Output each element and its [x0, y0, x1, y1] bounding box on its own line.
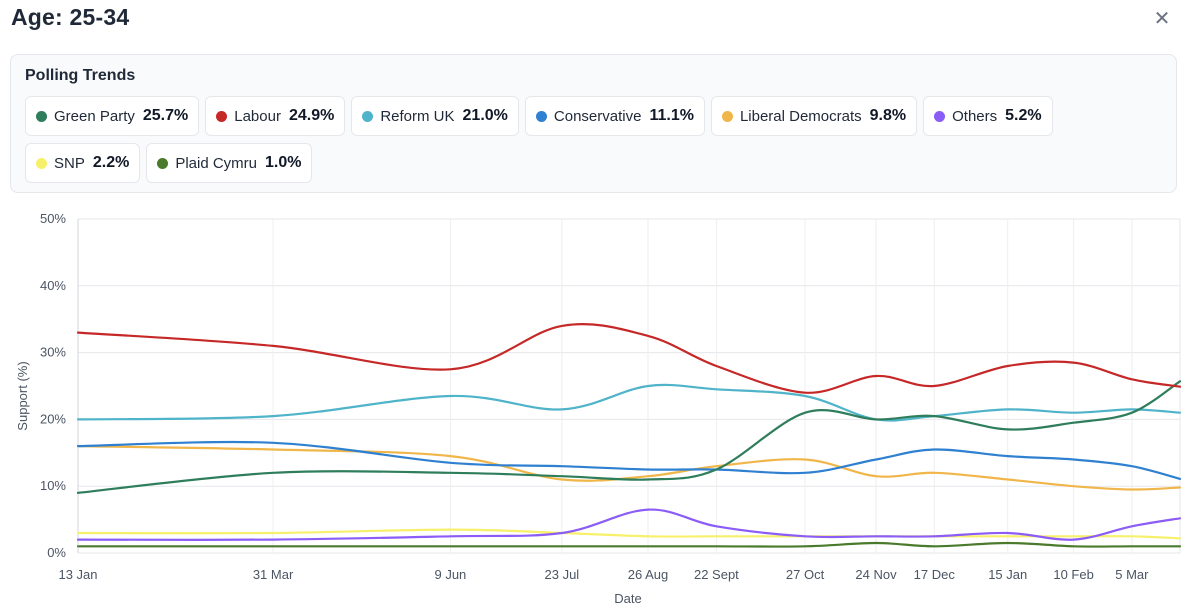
legend-chip-value: 1.0% [265, 154, 302, 171]
x-tick-label: 13 Jan [58, 567, 97, 582]
legend-chip-value: 5.2% [1005, 107, 1042, 124]
x-tick-label: 23 Jul [545, 567, 580, 582]
legend-chip-name: SNP [54, 154, 85, 172]
legend-chip-value: 9.8% [869, 107, 907, 124]
series-line-reform-uk [76, 383, 1182, 422]
legend-chip-value: 24.9% [288, 107, 335, 124]
legend-dot [362, 110, 374, 122]
legend-dot [157, 157, 169, 169]
panel-title: Polling Trends [25, 67, 136, 84]
page-title: Age: 25-34 [11, 4, 130, 30]
y-axis-title: Support (%) [15, 361, 30, 430]
y-tick-label: 30% [40, 345, 66, 360]
x-tick-label: 17 Dec [914, 567, 956, 582]
legend-dot [216, 110, 228, 122]
legend-chip[interactable]: Reform UK 21.0% [351, 96, 519, 136]
series-line-green-party [76, 380, 1182, 494]
legend-chip[interactable]: Conservative 11.1% [524, 96, 705, 136]
close-icon[interactable]: ✕ [1153, 7, 1171, 30]
legend-chip-name: Labour [234, 107, 281, 125]
legend-dot [535, 110, 547, 122]
x-tick-label: 22 Sept [694, 567, 739, 582]
legend-chip-name: Conservative [553, 107, 642, 125]
legend-chips: Green Party 25.7% Labour 24.9% Reform UK 21.0… [25, 96, 1145, 183]
x-tick-label: 5 Mar [1115, 567, 1149, 582]
legend-chip-name: Liberal Democrats [739, 107, 862, 125]
x-tick-label: 24 Nov [855, 567, 897, 582]
legend-chip-value: 11.1% [649, 107, 694, 124]
y-tick-label: 10% [40, 478, 66, 493]
legend-dot [36, 157, 47, 169]
legend-chip-value: 21.0% [462, 107, 508, 124]
y-tick-label: 40% [40, 278, 66, 293]
legend-chip-name: Reform UK [380, 107, 455, 125]
legend-dot [721, 110, 733, 122]
legend-dot [36, 110, 47, 122]
polling-trends-panel: Polling Trends Green Party 25.7% Labour 24.… [10, 54, 1177, 193]
x-tick-label: 31 Mar [253, 567, 294, 582]
series-line-snp [76, 528, 1182, 540]
legend-chip-value: 2.2% [92, 154, 130, 171]
legend-dot [934, 110, 946, 122]
legend-chip[interactable]: SNP 2.2% [25, 143, 141, 183]
legend-chip[interactable]: Others 5.2% [923, 96, 1053, 136]
y-tick-label: 0% [47, 545, 66, 560]
legend-chip-name: Others [952, 107, 998, 125]
legend-chip-name: Green Party [54, 107, 135, 125]
x-axis-title: Date [614, 591, 641, 606]
legend-chip-name: Plaid Cymru [175, 154, 257, 172]
x-tick-label: 9 Jun [434, 567, 466, 582]
legend-chip-value: 25.7% [142, 107, 189, 124]
x-tick-label: 10 Feb [1053, 567, 1093, 582]
legend-chip[interactable]: Labour 24.9% [205, 96, 346, 136]
x-tick-label: 26 Aug [628, 567, 669, 582]
legend-chip[interactable]: Green Party 25.7% [25, 96, 200, 136]
series-line-plaid-cymru [76, 541, 1182, 548]
legend-chip[interactable]: Plaid Cymru 1.0% [146, 143, 313, 183]
series-line-labour [76, 323, 1182, 394]
y-tick-label: 50% [40, 211, 66, 226]
legend-chip[interactable]: Liberal Democrats 9.8% [710, 96, 918, 136]
x-tick-label: 27 Oct [786, 567, 825, 582]
y-tick-label: 20% [40, 411, 66, 426]
line-chart: 0% 10% 20% 30% 40% 50% 13 Jan 31 Mar 9 Jun 23 Jul… [15, 211, 1182, 606]
header: Age: 25-34 ✕ [0, 0, 1200, 40]
x-tick-label: 15 Jan [988, 567, 1027, 582]
series-line-others [76, 508, 1182, 541]
series-line-conservative [76, 440, 1182, 480]
